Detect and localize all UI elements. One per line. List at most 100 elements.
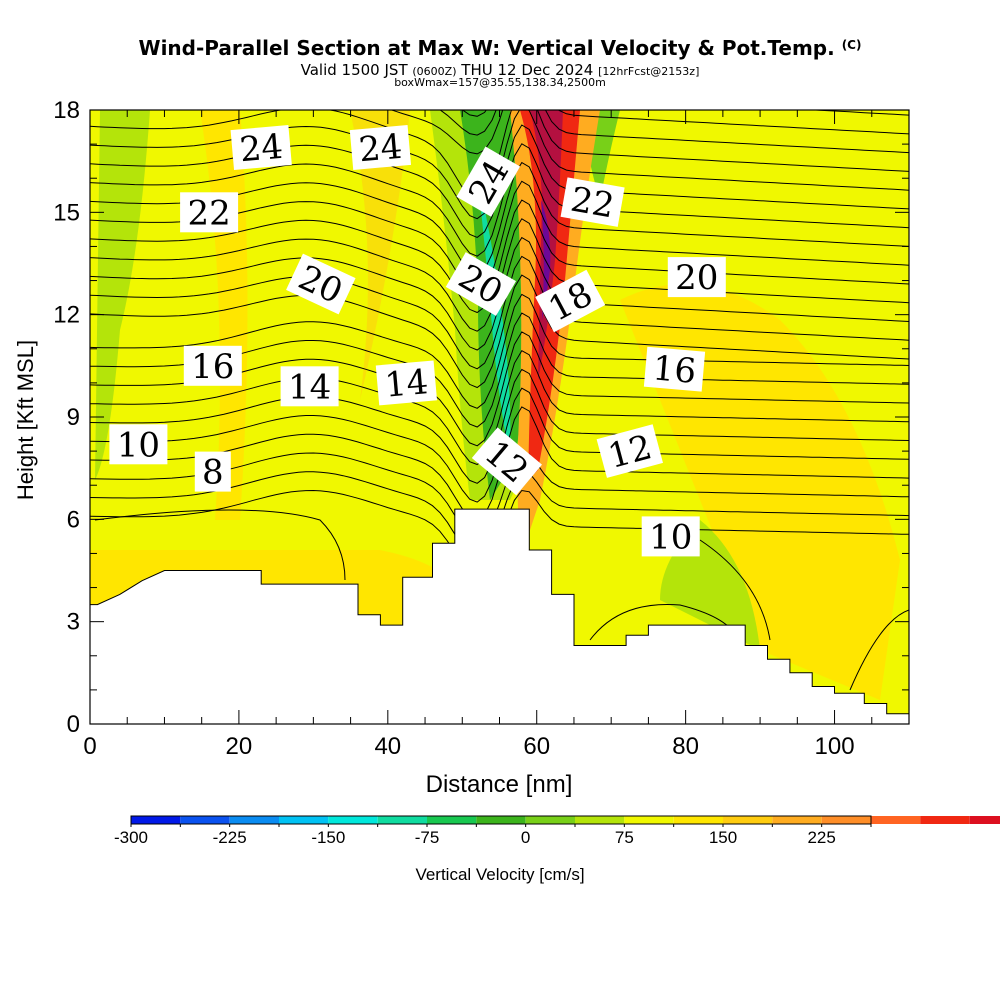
isoline-label: 8 (194, 451, 231, 493)
colorbar-tick-label: -75 (415, 828, 440, 847)
colorbar-tick-label: 0 (521, 828, 530, 847)
chart-subtitle: Valid 1500 JST (0600Z) THU 12 Dec 2024 [… (0, 61, 1000, 79)
isoline-label: 12 (596, 424, 663, 478)
colorbar-tick-label: -150 (311, 828, 345, 847)
x-tick-label: 0 (83, 733, 96, 760)
isoline-label: 22 (180, 192, 239, 233)
colorbar-swatch (476, 816, 526, 824)
isoline-label-bg (180, 192, 239, 233)
y-tick-label: 6 (67, 506, 80, 533)
isoline-label: 24 (349, 125, 412, 171)
isoline-label-bg (349, 125, 412, 170)
colorbar-swatch (821, 816, 871, 824)
isoline-label-bg (194, 451, 231, 492)
y-tick-label: 15 (53, 199, 80, 226)
forecast-info: [12hrFcst@2153z] (598, 65, 700, 78)
colorbar-swatch (279, 816, 329, 824)
isoline-label: 24 (456, 146, 521, 217)
isoline-label: 22 (560, 177, 625, 227)
isentrope-line (90, 199, 909, 314)
isoline-label-bg (230, 125, 292, 170)
colorbar-swatch (624, 816, 674, 824)
isoline-label-text: 14 (288, 367, 331, 407)
colorbar-tick-labels: -300 -225 -150 -75 0 75 150 225 (114, 828, 836, 847)
isoline-label-text: 20 (675, 258, 718, 298)
colorbar-title: Vertical Velocity [cm/s] (415, 865, 584, 884)
x-axis-tick-labels: 0 20 40 60 80 100 (83, 733, 854, 760)
colorbar-swatch (328, 816, 378, 824)
colorbar-swatch (871, 816, 921, 824)
valid-date: THU 12 Dec 2024 (461, 61, 594, 79)
isoline-label-text: 24 (238, 127, 285, 171)
isoline-label-bg (641, 516, 700, 557)
isoline-label-bg (535, 269, 606, 333)
colorbar-frame (130, 815, 872, 825)
isoline-label: 10 (641, 516, 700, 557)
colorbar-swatch (180, 816, 230, 824)
chart-title-main: Wind-Parallel Section at Max W: Vertical… (138, 36, 835, 60)
x-tick-label: 40 (374, 733, 401, 760)
shading-orange-column (350, 110, 410, 400)
isoline-label-bg (456, 146, 521, 217)
isoline-label-text: 8 (202, 453, 224, 493)
colorbar-tick-label: 150 (709, 828, 737, 847)
isoline-label: 14 (280, 366, 339, 407)
copyright-mark: (C) (841, 38, 862, 52)
isentrope-low-far-east (849, 609, 909, 691)
box-wmax-info: boxWmax=157@35.55,138.34,2500m (394, 76, 606, 89)
valid-time-utc: (0600Z) (412, 65, 457, 78)
x-tick-label: 20 (226, 733, 253, 760)
isentrope-line (90, 143, 909, 257)
isentrope-line (461, 110, 909, 117)
isoline-label-bg (596, 424, 663, 478)
isoline-label-text: 16 (191, 347, 234, 387)
y-tick-label: 0 (67, 711, 80, 738)
axis-ticks (89, 109, 910, 725)
isoline-label-text: 10 (117, 425, 160, 465)
isoline-label-bg (667, 257, 726, 298)
isoline-label-text: 10 (649, 517, 692, 557)
x-tick-label: 100 (815, 733, 855, 760)
isentrope-line (90, 255, 909, 370)
valid-time: Valid 1500 JST (300, 61, 408, 79)
y-axis-tick-labels: 0 3 6 9 12 15 18 (53, 97, 80, 738)
isoline-label: 14 (375, 360, 438, 406)
isentrope-low-west (94, 509, 346, 581)
terrain-mask (90, 508, 909, 724)
isoline-label-bg (445, 252, 517, 316)
isoline-label-text: 16 (651, 348, 698, 392)
isoline-label: 20 (667, 257, 726, 298)
isoline-label-bg (471, 427, 542, 496)
isentrope-line (90, 350, 909, 466)
isoline-label-text: 22 (187, 193, 230, 233)
isoline-label: 24 (230, 125, 292, 171)
y-tick-label: 18 (53, 97, 80, 124)
x-tick-label: 60 (523, 733, 550, 760)
isentrope-low-lee (699, 539, 771, 641)
isoline-label: 16 (183, 345, 242, 387)
colorbar-swatch (427, 816, 477, 824)
isoline-label-bg (560, 177, 625, 227)
colorbar-tick-label: -300 (114, 828, 148, 847)
colorbar-swatch (525, 816, 575, 824)
isoline-label-bg (286, 253, 356, 315)
colorbar-swatch (229, 816, 279, 824)
colorbar-swatch (673, 816, 723, 824)
y-tick-label: 12 (53, 302, 80, 329)
isoline-label: 16 (643, 346, 706, 392)
isentrope-line (134, 110, 909, 155)
isoline-label: 10 (109, 424, 168, 465)
colorbar-swatch (131, 816, 181, 824)
colorbar-swatch (920, 816, 970, 824)
isentrope-line (439, 110, 909, 136)
isentrope-line (90, 293, 909, 409)
x-tick-label: 80 (672, 733, 699, 760)
isoline-label-text: 24 (357, 127, 404, 171)
colorbar-tick-label: 225 (807, 828, 835, 847)
y-axis-title: Height [Kft MSL] (13, 340, 38, 500)
isoline-label-bg (183, 345, 242, 386)
isentrope-line (90, 274, 909, 389)
colorbar-swatch (969, 816, 1000, 824)
